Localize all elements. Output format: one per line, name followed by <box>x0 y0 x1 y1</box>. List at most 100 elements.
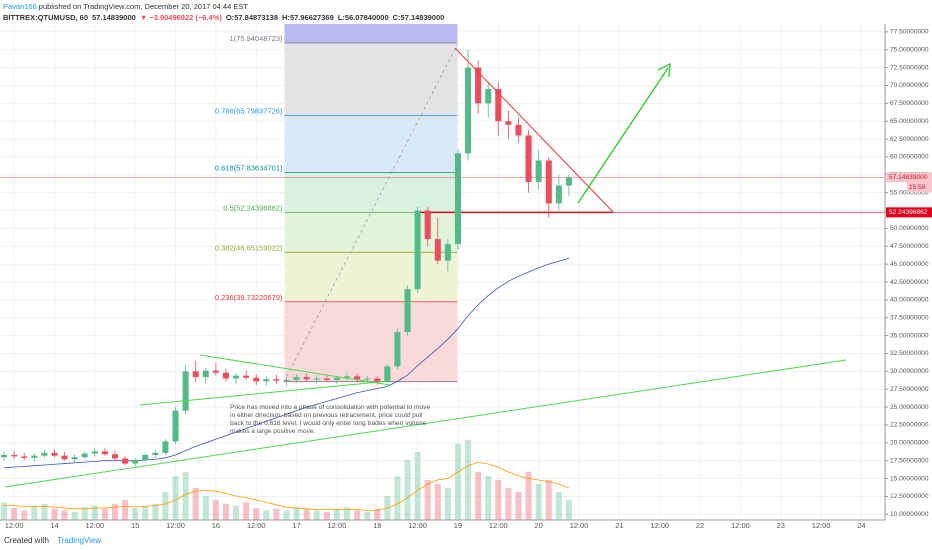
y-tick-label: 62.50000000 <box>890 136 929 143</box>
volume-bar <box>263 510 270 520</box>
x-tick-label: 19 <box>454 521 462 530</box>
volume-bar <box>475 472 482 520</box>
volume-bar <box>51 508 58 520</box>
volume-bar <box>222 504 229 520</box>
countdown-bg <box>907 182 932 193</box>
y-tick-label: 25.00000000 <box>890 404 929 411</box>
author[interactable]: Pavan166 <box>3 2 37 11</box>
fib-band <box>284 172 458 213</box>
candle-body <box>51 452 58 456</box>
volume-bar <box>343 507 351 520</box>
candle-body <box>333 377 340 380</box>
volume-bar <box>465 440 472 520</box>
candle-body <box>485 89 492 104</box>
y-tick-label: 27.50000000 <box>890 386 929 393</box>
footer-brand[interactable]: TradingView <box>57 536 102 545</box>
candle-body <box>192 371 199 378</box>
candle-body <box>515 124 522 136</box>
y-tick-label: 42.50000000 <box>890 279 929 286</box>
candle-body <box>475 67 482 104</box>
y-tick-label: 22.50000000 <box>890 422 929 429</box>
candle-body <box>354 376 361 380</box>
volume-bar <box>374 508 381 520</box>
low: L:56.07840000 <box>337 13 389 22</box>
x-tick-label: 12:00 <box>812 521 831 530</box>
volume-bar <box>91 505 98 520</box>
candle-body <box>21 456 28 458</box>
x-tick-label: 12:00 <box>731 521 750 530</box>
moving-average-line <box>4 258 570 469</box>
candle-body <box>101 451 108 455</box>
volume-bar <box>81 507 88 520</box>
candle-body <box>565 177 572 186</box>
volume-bar <box>192 488 199 520</box>
volume-bar <box>132 508 139 520</box>
candle-body <box>222 372 229 379</box>
candle-body <box>31 455 38 458</box>
candle-body <box>414 210 421 290</box>
volume-bar <box>243 502 250 520</box>
candle-body <box>505 121 512 125</box>
candle-body <box>71 457 78 460</box>
x-tick-label: 15 <box>131 521 139 530</box>
volume-bar <box>61 510 68 520</box>
volume-bar <box>71 512 78 520</box>
candle-body <box>253 377 260 382</box>
x-tick-label: 12:00 <box>166 521 185 530</box>
candle-body <box>384 366 391 382</box>
candle-body <box>545 160 552 204</box>
candle-body <box>535 160 542 182</box>
candle-body <box>424 210 431 240</box>
volume-bar <box>233 505 240 520</box>
y-tick-label: 17.50000000 <box>890 457 929 464</box>
candle-body <box>273 379 280 381</box>
y-tick-label: 15.00000000 <box>890 475 929 482</box>
volume-bar <box>152 504 159 520</box>
support-trend-line <box>4 359 847 488</box>
x-tick-label: 12:00 <box>247 521 266 530</box>
open: O:57.84873138 <box>225 13 279 22</box>
y-tick-label: 65.00000000 <box>890 118 929 125</box>
volume-bar <box>394 476 401 520</box>
y-tick-label: 32.50000000 <box>890 350 929 357</box>
candle-body <box>142 454 149 460</box>
header-line-1: Pavan166 published on TradingView.com, De… <box>3 2 252 11</box>
volume-bar <box>354 510 361 520</box>
x-tick-label: 16 <box>212 521 220 530</box>
volume-bar <box>434 484 441 520</box>
price-label-bg <box>886 172 932 183</box>
volume-bar <box>485 476 492 520</box>
volume-bar <box>253 508 260 520</box>
drawings <box>4 44 847 488</box>
x-tick-label: 23 <box>777 521 785 530</box>
candle-body <box>202 370 209 378</box>
volume-bar <box>535 484 542 520</box>
y-tick-label: 50.00000000 <box>890 225 929 232</box>
fib-level-label: 1(75.94048723) <box>229 34 282 43</box>
y-tick-label: 40.00000000 <box>890 297 929 304</box>
volume-bar <box>424 480 431 520</box>
candle-body <box>132 459 139 464</box>
y-tick-label: 37.50000000 <box>890 314 929 321</box>
volume-bar <box>293 507 300 520</box>
volume-bar <box>515 492 522 520</box>
candle-body <box>404 289 411 333</box>
y-tick-label: 60.00000000 <box>890 154 929 161</box>
last-price: 57.14839000 <box>92 13 136 22</box>
x-tick-label: 20 <box>534 521 542 530</box>
y-tick-label: 77.50000000 <box>890 29 929 36</box>
published: published on TradingView.com, December 2… <box>38 2 248 11</box>
x-tick-label: 12:00 <box>85 521 104 530</box>
volume-bar <box>31 505 38 520</box>
level-label-bg <box>886 207 932 218</box>
volume-bar <box>323 512 330 520</box>
volume-bar <box>1 502 8 520</box>
x-tick-label: 21 <box>615 521 623 530</box>
candle-body <box>303 377 310 380</box>
x-tick-label: 22 <box>696 521 704 530</box>
volume-bar <box>212 500 219 520</box>
fib-level-label: 0.5(52.24396862) <box>223 203 283 212</box>
volume-bar <box>555 492 562 520</box>
volume-bar <box>444 488 451 520</box>
